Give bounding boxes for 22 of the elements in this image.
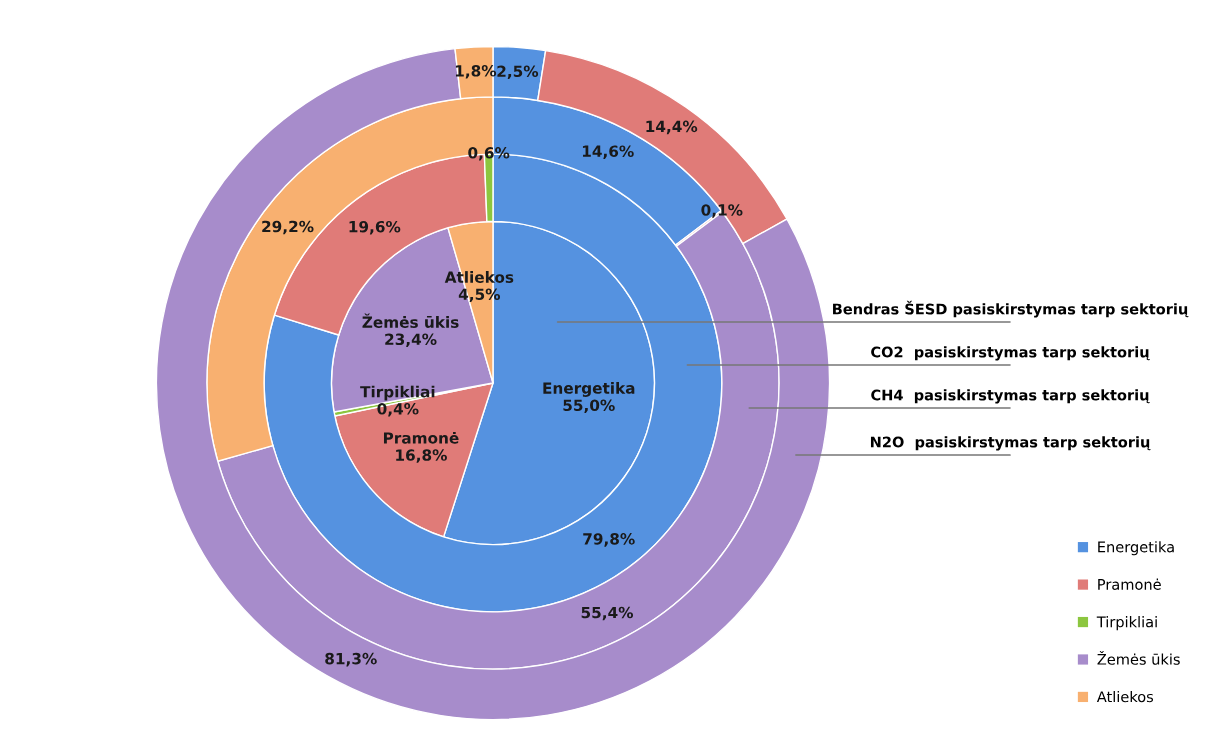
data-label: 55,4% — [581, 606, 634, 621]
legend-label: Žemės ūkis — [1097, 651, 1180, 665]
data-label: 79,8% — [583, 533, 635, 547]
slice-label: CH4 pasiskirstymas tarp sektorių — [871, 389, 1150, 404]
legend-label: Atliekos — [1096, 690, 1154, 703]
data-label: 19,6% — [349, 220, 401, 235]
data-label: Pramonė 16,8% — [383, 431, 459, 463]
data-label: 14,6% — [582, 145, 634, 159]
data-label: Energetika 55,0% — [543, 382, 635, 414]
legend-label: Energetika — [1098, 541, 1174, 556]
data-label: Tirpikliai 0,4% — [360, 385, 435, 417]
data-label: 14,4% — [646, 120, 698, 135]
data-label: 81,3% — [325, 652, 377, 667]
slice-label: N2O pasiskirstymas tarp sektorių — [870, 436, 1151, 451]
data-label: Žemės ūkis 23,4% — [362, 313, 459, 347]
slice-label: Bendras ŠESD pasiskirstymas tarp sektorių — [833, 300, 1189, 318]
slice-label: CO2 pasiskirstymas tarp sektorių — [871, 346, 1150, 361]
data-label: 0,6% — [468, 147, 510, 161]
legend-label: Pramonė — [1098, 578, 1161, 590]
legend-label: Tirpikliai — [1096, 616, 1157, 631]
data-label: 2,5% — [497, 65, 539, 80]
data-label: 29,2% — [262, 220, 314, 235]
